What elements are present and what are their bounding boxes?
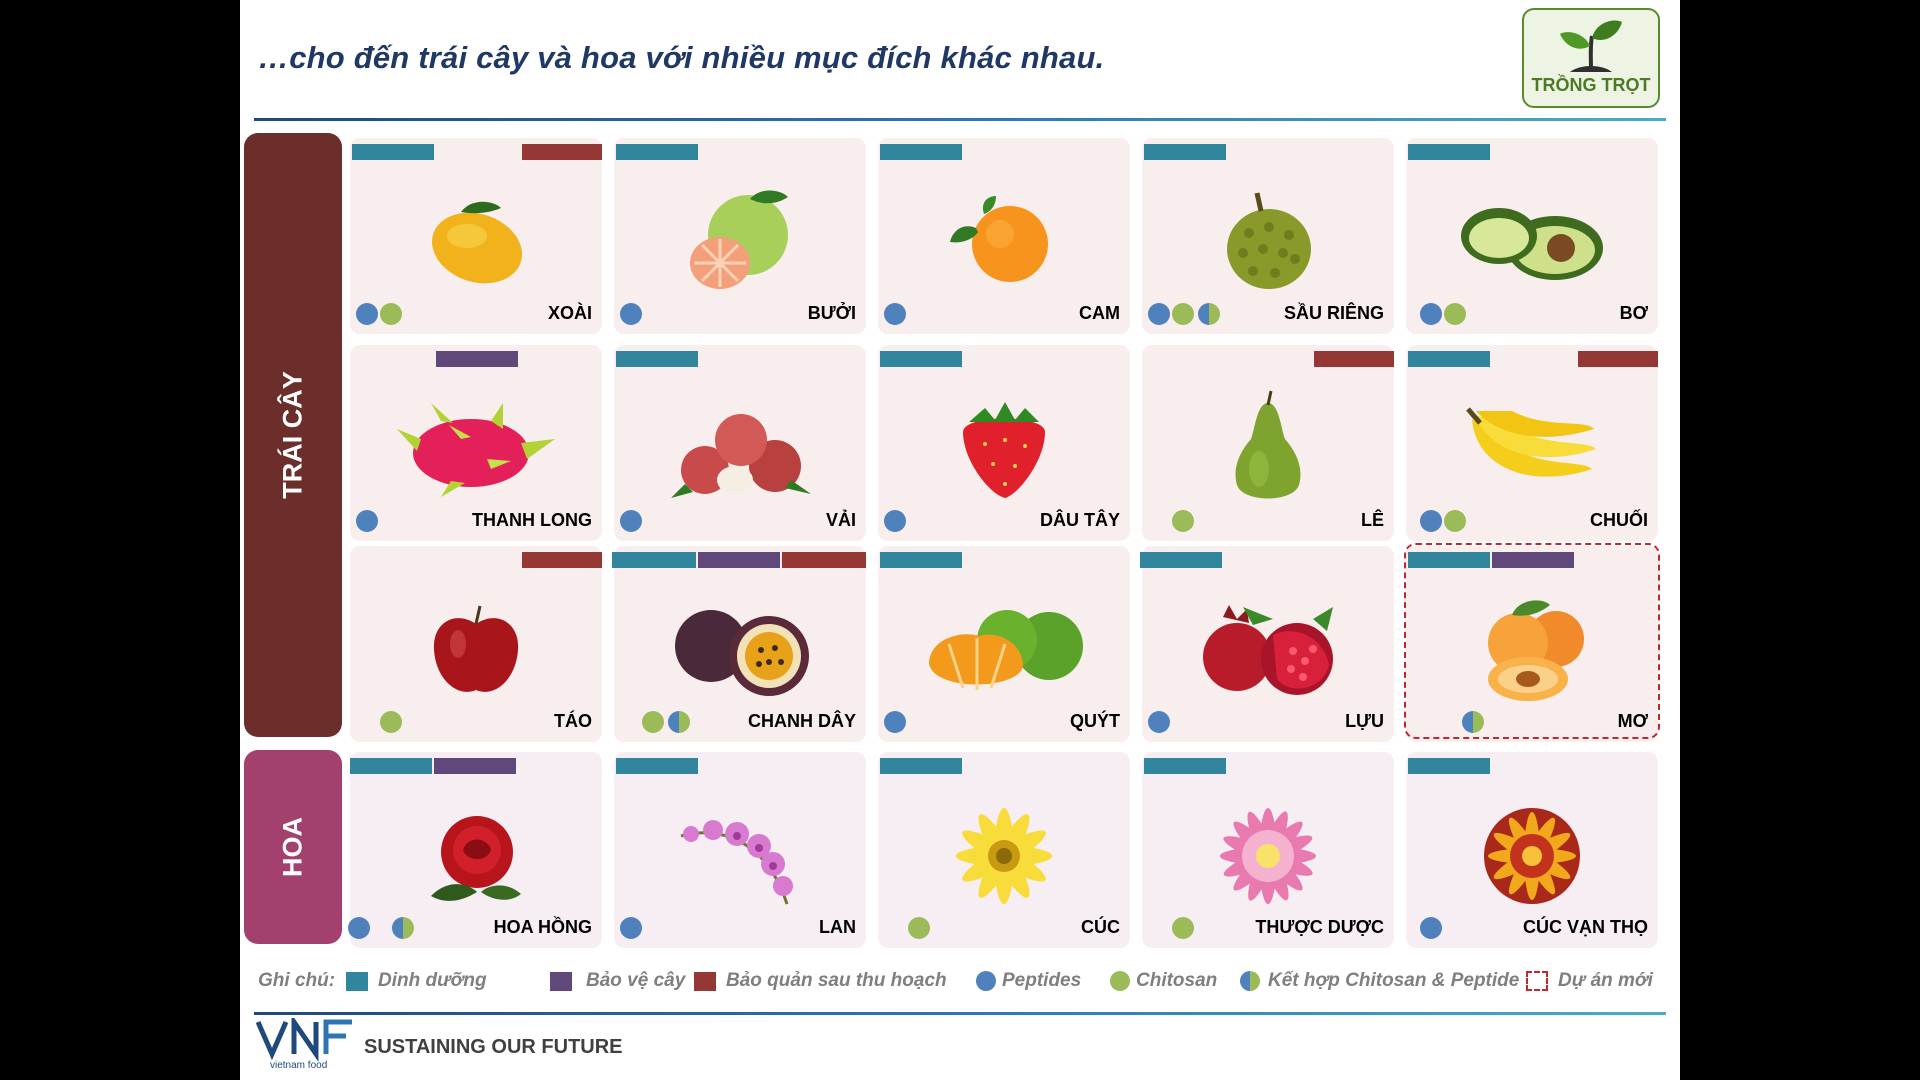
strawberry-icon <box>963 402 1045 498</box>
flower-card-daisy: CÚC <box>878 752 1130 948</box>
fruit-card-lychee: VẢI <box>614 345 866 541</box>
legend-nutrition: Dinh dưỡng <box>346 970 487 992</box>
fruit-card-banana: CHUỐI <box>1406 345 1658 541</box>
vnf-logo-subtitle: vietnam food <box>270 1060 328 1071</box>
fruit-name: QUÝT <box>1069 711 1120 731</box>
fruit-name: BƯỞI <box>807 303 856 323</box>
apricot-icon <box>1488 600 1584 701</box>
legend-postharvest: Bảo quản sau thu hoạch <box>694 970 947 992</box>
fruit-card-apple: TÁO <box>350 546 602 742</box>
flower-card-marigold: CÚC VẠN THỌ <box>1406 752 1658 948</box>
footer-tagline: SUSTAINING OUR FUTURE <box>364 1036 623 1058</box>
fruit-card-strawberry: DÂU TÂY <box>878 345 1130 541</box>
fruit-name: CHANH DÂY <box>748 711 856 731</box>
pomegranate-icon <box>1203 605 1333 695</box>
fruit-card-apricot: MƠ <box>1406 546 1658 742</box>
footer-divider <box>254 1012 1666 1015</box>
category-flower-label: HOA <box>277 817 308 877</box>
crop-badge: TRỒNG TRỌT <box>1522 8 1660 108</box>
fruit-card-mango: XOÀI <box>350 138 602 334</box>
new-project-frame <box>1404 543 1660 739</box>
fruit-card-pomelo: BƯỞI <box>614 138 866 334</box>
fruit-name: VẢI <box>825 510 856 530</box>
fruit-card-passion-fruit: CHANH DÂY <box>612 546 866 742</box>
orchid-icon <box>680 820 793 905</box>
flower-card-rose: HOA HỒNG <box>348 752 602 948</box>
apple-icon <box>433 605 519 692</box>
fruit-card-avocado: BƠ <box>1406 138 1658 334</box>
fruit-name: XOÀI <box>547 303 592 323</box>
rose-icon <box>431 816 521 901</box>
flower-name: LAN <box>819 917 856 937</box>
flower-name: CÚC <box>1081 917 1120 937</box>
fruit-name: LỰU <box>1345 711 1384 731</box>
pear-icon <box>1235 390 1301 499</box>
fruit-name: TÁO <box>554 711 592 731</box>
category-fruit-label: TRÁI CÂY <box>277 371 308 499</box>
legend-protection: Bảo vệ cây <box>550 970 685 992</box>
fruit-name: LÊ <box>1360 510 1384 530</box>
passion-fruit-icon <box>675 610 809 696</box>
fruit-card-durian: SẦU RIÊNG <box>1142 138 1394 334</box>
flower-name: HOA HỒNG <box>493 917 592 937</box>
page-title: …cho đến trái cây và hoa với nhiều mục đ… <box>258 40 1105 75</box>
sprout-icon <box>1560 20 1622 73</box>
pomelo-icon <box>690 190 788 289</box>
mango-icon <box>432 201 522 284</box>
fruit-name: DÂU TÂY <box>1040 510 1120 530</box>
fruit-card-tangerine: QUÝT <box>878 546 1130 742</box>
daisy-icon <box>956 808 1052 904</box>
banana-icon <box>1466 407 1596 477</box>
fruit-name: SẦU RIÊNG <box>1283 303 1384 323</box>
lychee-icon <box>671 414 811 498</box>
tangerine-icon <box>929 610 1083 690</box>
dahlia-icon <box>1220 808 1316 904</box>
legend-chitosan: Chitosan <box>1110 970 1217 992</box>
orange-icon <box>950 196 1048 282</box>
fruit-name: THANH LONG <box>472 510 592 530</box>
legend-combined: Kết hợp Chitosan & Peptide <box>1240 970 1519 992</box>
legend-new-project: Dự án mới <box>1526 970 1653 992</box>
fruit-card-dragon-fruit: THANH LONG <box>350 345 602 541</box>
fruit-card-orange: CAM <box>878 138 1130 334</box>
legend-prefix: Ghi chú: <box>258 970 336 991</box>
legend-peptides: Peptides <box>976 970 1081 992</box>
fruit-name: CHUỐI <box>1590 510 1648 530</box>
fruit-name: BƠ <box>1619 303 1648 323</box>
durian-icon <box>1227 192 1311 289</box>
avocado-icon <box>1461 208 1603 280</box>
flower-card-orchid: LAN <box>614 752 866 948</box>
flower-name: THƯỢC DƯỢC <box>1255 917 1384 937</box>
flower-card-dahlia: THƯỢC DƯỢC <box>1142 752 1394 948</box>
vnf-logo <box>256 1018 352 1062</box>
fruit-name: MƠ <box>1617 711 1648 731</box>
title-divider <box>254 118 1666 121</box>
fruit-card-pomegranate: LỰU <box>1140 546 1394 742</box>
marigold-icon <box>1484 808 1580 904</box>
flower-name: CÚC VẠN THỌ <box>1523 917 1648 937</box>
slide: …cho đến trái cây và hoa với nhiều mục đ… <box>240 0 1680 1080</box>
category-fruit: TRÁI CÂY <box>244 133 342 737</box>
fruit-card-pear: LÊ <box>1142 345 1394 541</box>
crop-badge-label: TRỒNG TRỌT <box>1531 75 1651 95</box>
category-flower: HOA <box>244 750 342 944</box>
fruit-name: CAM <box>1079 303 1120 323</box>
dragon-fruit-icon <box>397 403 555 497</box>
